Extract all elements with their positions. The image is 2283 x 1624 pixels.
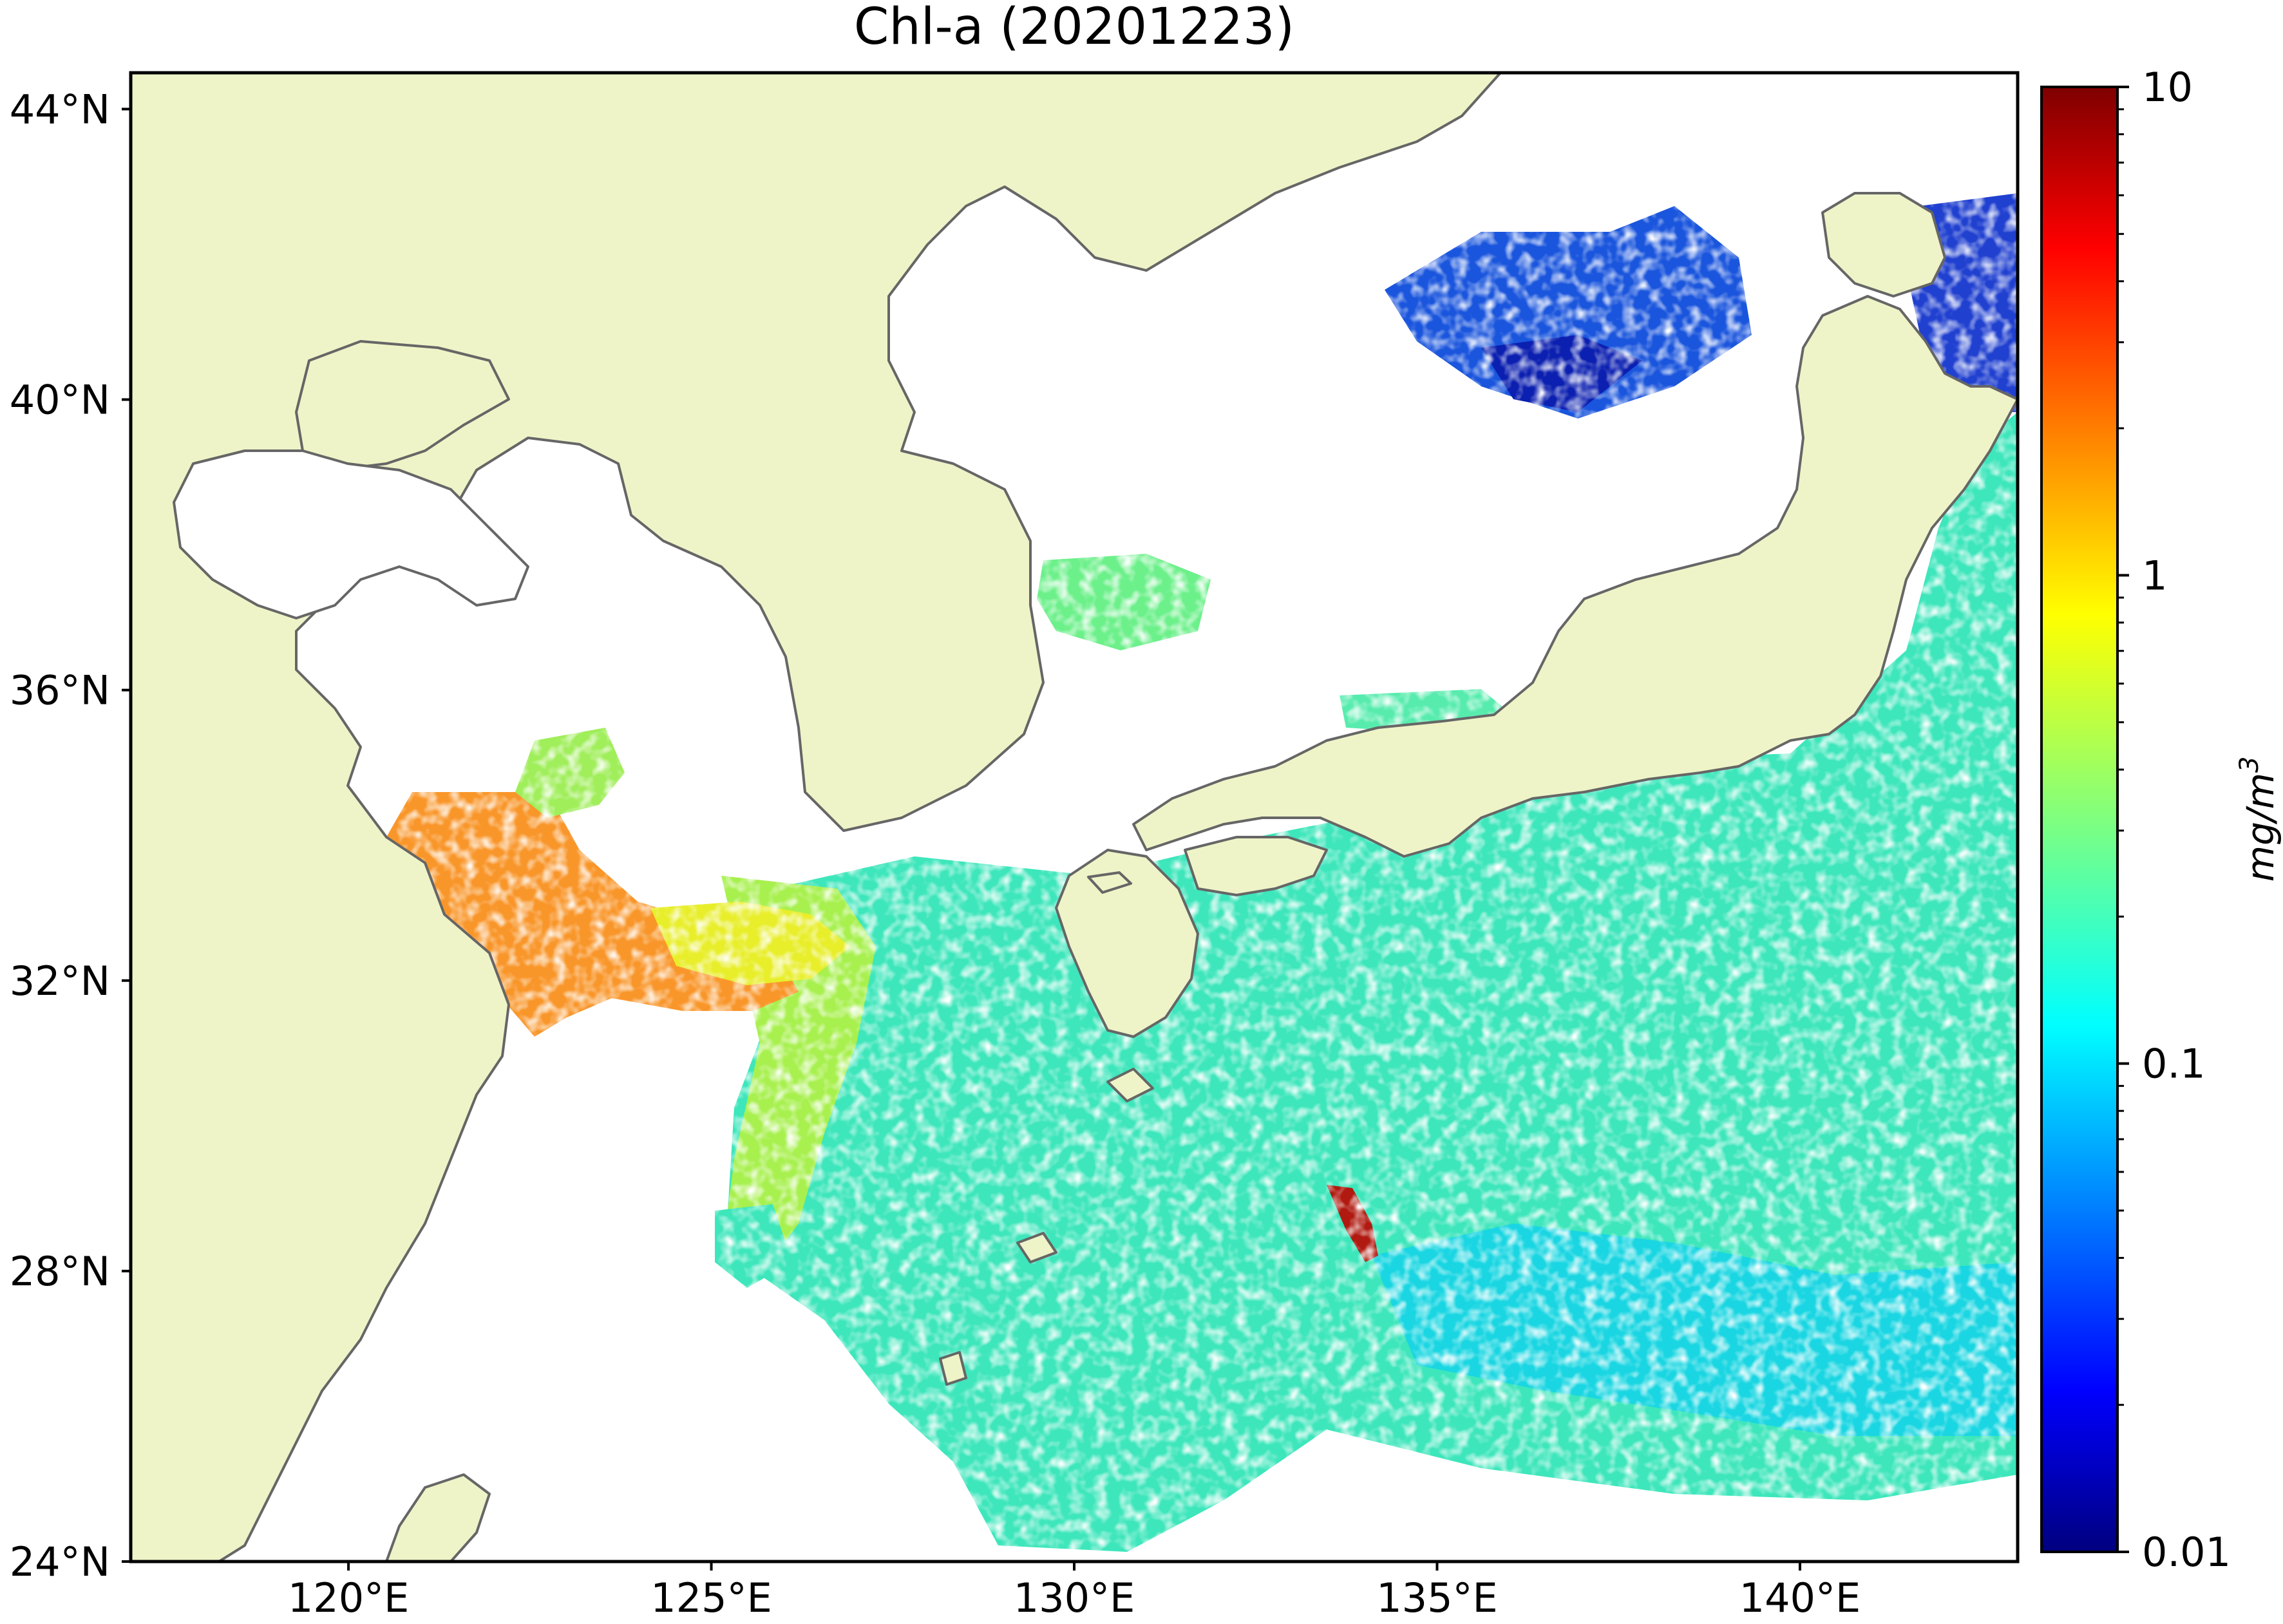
lat-tick-label: 28°N — [10, 1248, 110, 1295]
land-kyushu — [1055, 849, 1199, 1038]
land-taiwan — [385, 1473, 491, 1562]
land-amami — [1016, 1232, 1057, 1263]
map-title: Chl-a (20201223) — [854, 0, 1294, 56]
lon-tick-label: 140°E — [1739, 1574, 1861, 1621]
colorbar-unit-exponent: 3 — [2235, 757, 2264, 773]
colorbar-label: mg/m3 — [2235, 757, 2282, 882]
land — [131, 73, 2018, 1562]
lon-tick-label: 125°E — [650, 1574, 772, 1621]
land-hokkaido — [1821, 192, 1946, 297]
land-bohai-liaodong — [173, 449, 529, 619]
land-jeju — [1087, 871, 1132, 894]
land-asia-mainland — [131, 73, 1502, 1562]
longitude-axis: 120°E 125°E 130°E 135°E 140°E — [288, 1562, 1861, 1621]
lat-tick-label: 40°N — [10, 377, 110, 424]
land-tanegashima — [1106, 1068, 1154, 1102]
latitude-axis: 44°N 40°N 36°N 32°N 28°N 24°N — [10, 86, 131, 1585]
lon-tick-label: 130°E — [1014, 1574, 1135, 1621]
map-content — [131, 73, 2018, 1562]
lat-tick-label: 32°N — [10, 958, 110, 1005]
colorbar — [2040, 86, 2119, 1553]
land-shikoku — [1184, 836, 1328, 896]
lat-tick-label: 24°N — [10, 1538, 110, 1585]
lat-tick-label: 36°N — [10, 667, 110, 714]
colorbar-ticks: 10 1 0.1 0.01 — [2117, 64, 2231, 1576]
lon-tick-label: 120°E — [288, 1574, 410, 1621]
lon-tick-label: 135°E — [1376, 1574, 1498, 1621]
land-honshu — [1132, 295, 2018, 858]
colorbar-tick-label: 10 — [2142, 64, 2193, 111]
colorbar-unit: mg/m — [2239, 773, 2282, 882]
colorbar-tick-label: 1 — [2142, 552, 2167, 599]
land-okinawa — [939, 1351, 967, 1386]
colorbar-tick-label: 0.1 — [2142, 1041, 2206, 1088]
colorbar-tick-label: 0.01 — [2142, 1529, 2231, 1576]
lat-tick-label: 44°N — [10, 86, 110, 133]
